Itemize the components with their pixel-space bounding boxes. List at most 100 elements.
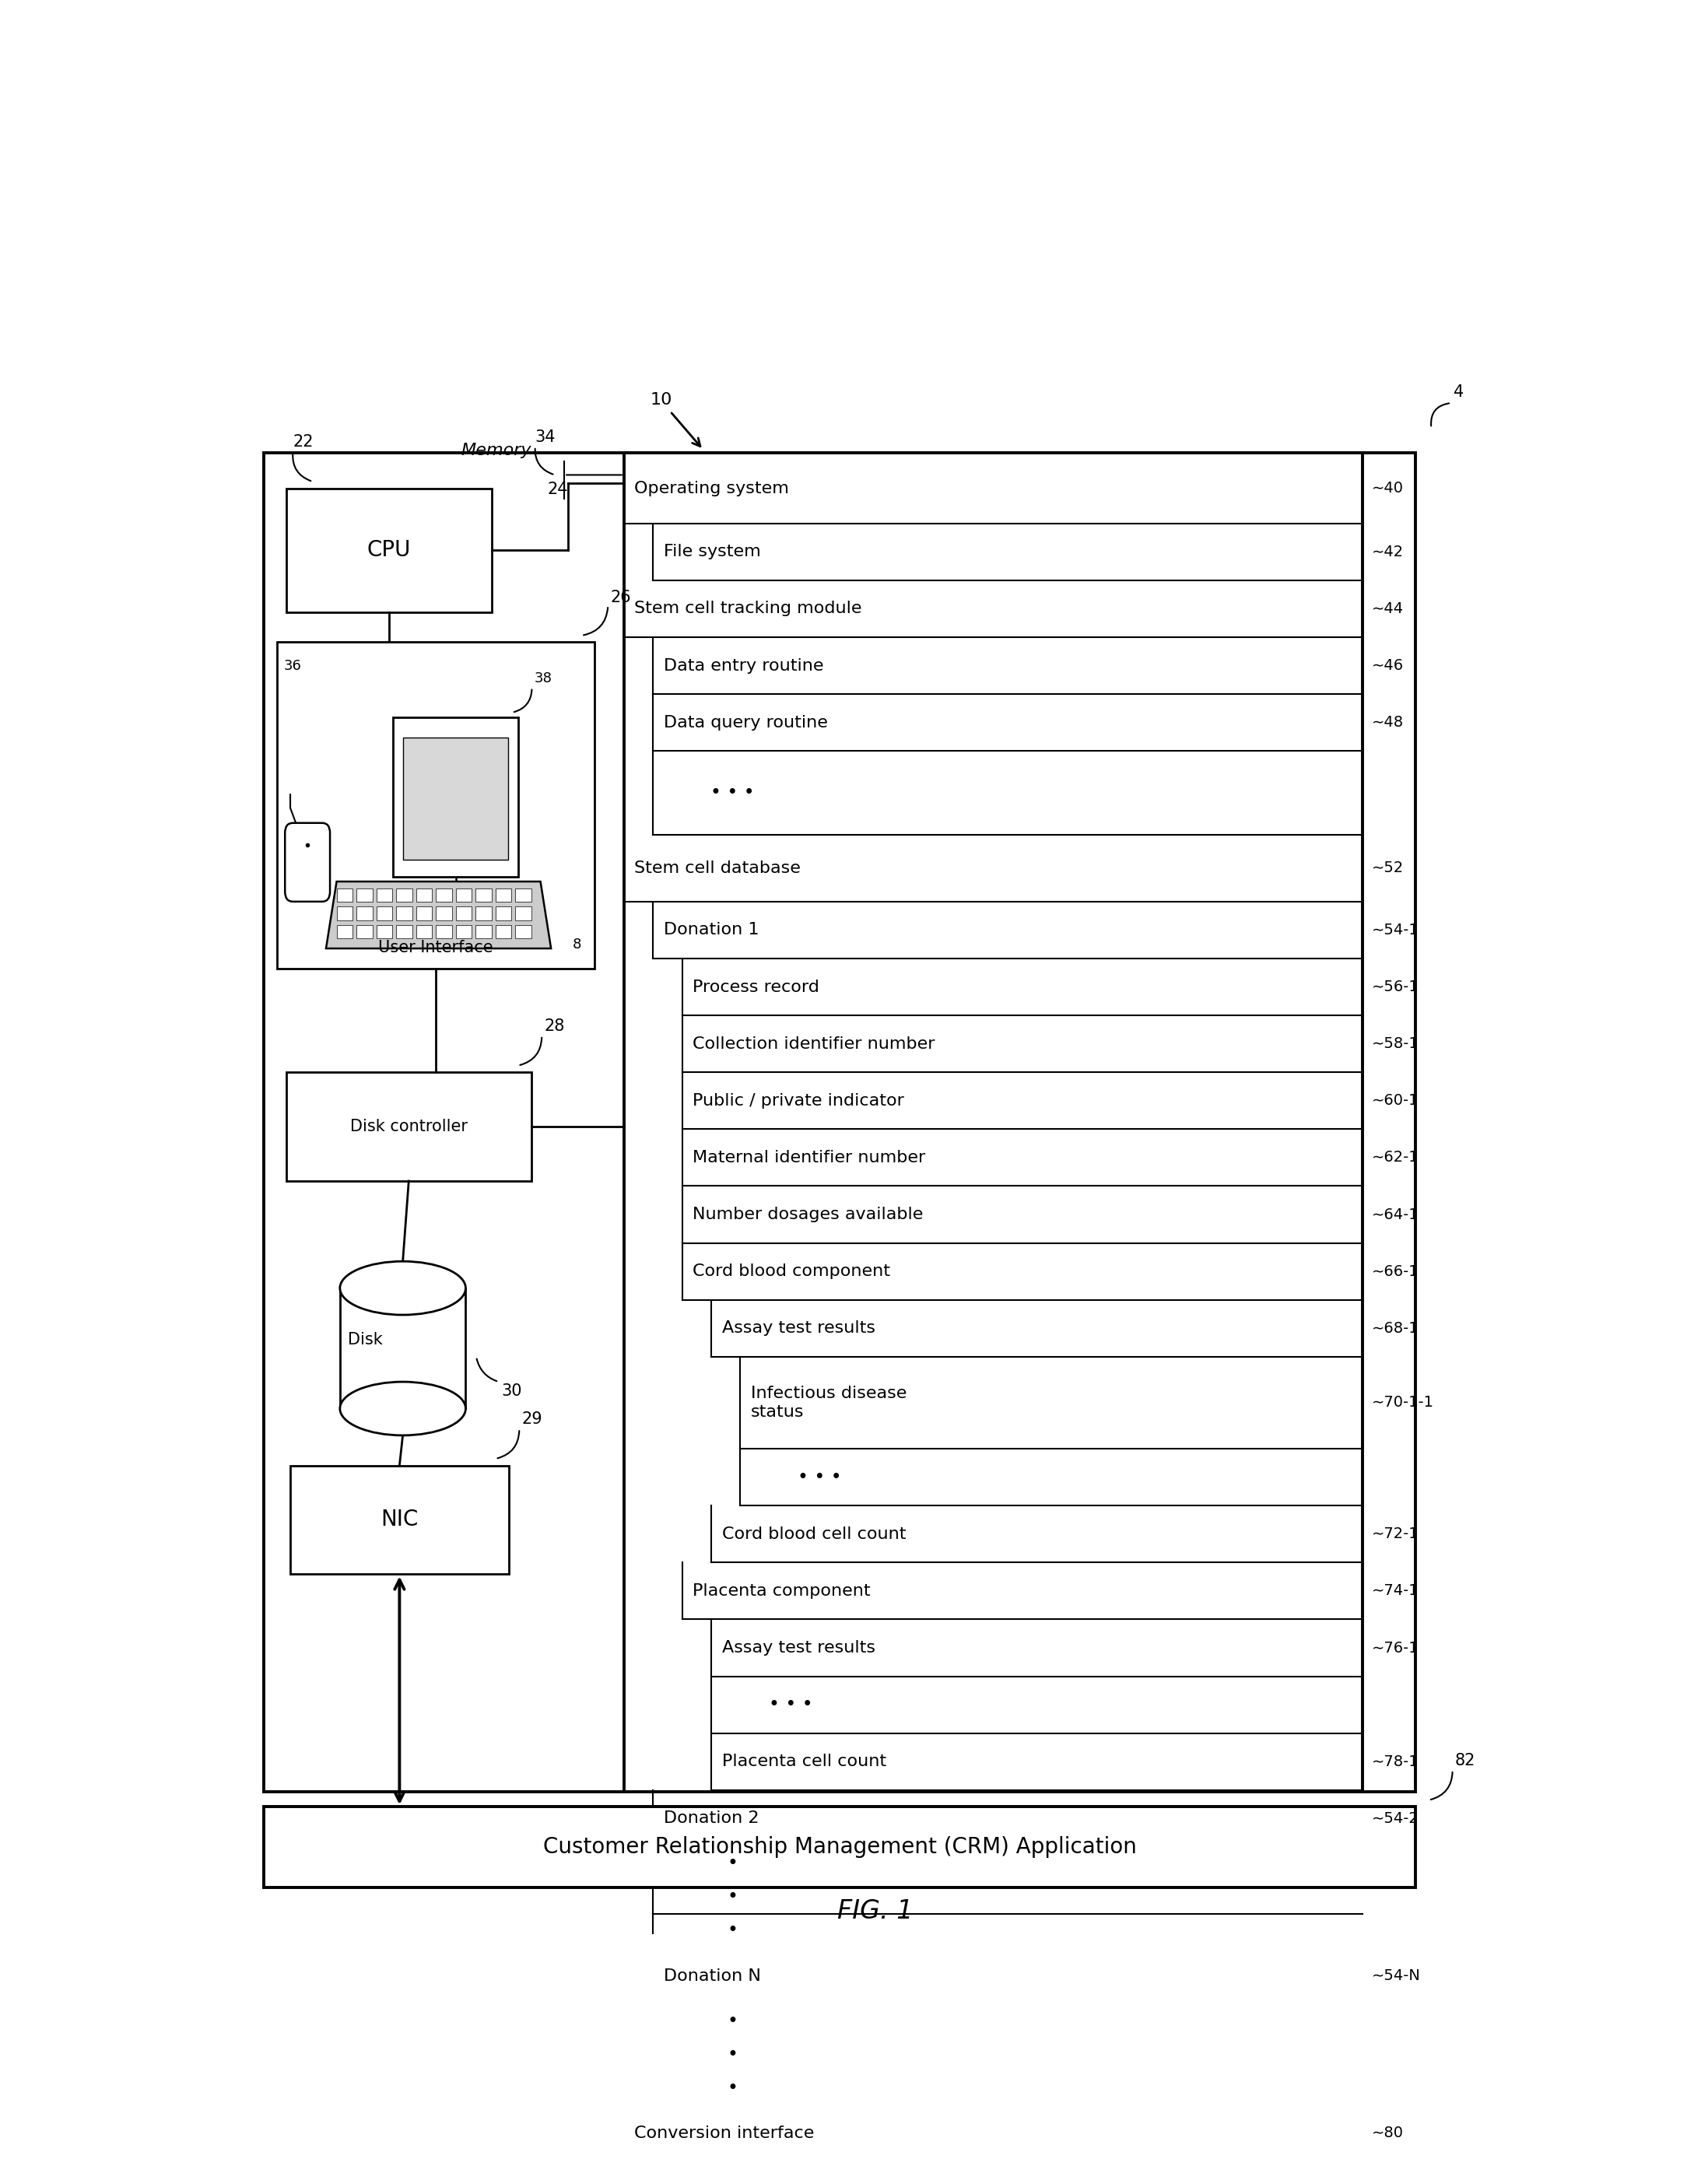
Text: •: •	[728, 2012, 738, 2030]
Text: User Interface: User Interface	[379, 939, 494, 956]
Text: 26: 26	[611, 589, 632, 606]
Text: ∼44: ∼44	[1372, 602, 1404, 617]
Bar	[417, 926, 432, 939]
Text: ∼62-1: ∼62-1	[1372, 1150, 1419, 1165]
Text: 38: 38	[535, 671, 552, 687]
Bar	[287, 1071, 531, 1182]
Bar	[456, 926, 471, 939]
Text: ∼60-1: ∼60-1	[1372, 1093, 1419, 1108]
Text: NIC: NIC	[381, 1508, 418, 1530]
Text: ∼66-1: ∼66-1	[1372, 1265, 1419, 1278]
Bar	[340, 1289, 466, 1408]
Polygon shape	[326, 882, 552, 947]
Text: ∼54-1: ∼54-1	[1372, 924, 1419, 937]
Bar	[376, 926, 393, 939]
Text: CPU: CPU	[367, 539, 412, 561]
Text: ∼48: ∼48	[1372, 715, 1404, 730]
Ellipse shape	[340, 1382, 466, 1436]
Bar	[336, 906, 352, 919]
Bar	[396, 906, 412, 919]
Bar	[287, 489, 492, 613]
Text: Operating system: Operating system	[634, 480, 789, 495]
Text: Disk: Disk	[348, 1332, 383, 1347]
Text: Stem cell database: Stem cell database	[634, 861, 801, 876]
Text: Donation N: Donation N	[664, 1969, 760, 1984]
Text: 36: 36	[284, 658, 301, 674]
Bar	[417, 906, 432, 919]
Text: ∼56-1: ∼56-1	[1372, 980, 1419, 995]
Ellipse shape	[340, 1260, 466, 1315]
Text: •: •	[728, 1888, 738, 1906]
Text: • • •: • • •	[798, 1467, 842, 1486]
Text: File system: File system	[664, 543, 760, 561]
Text: Public / private indicator: Public / private indicator	[693, 1093, 904, 1108]
Text: Stem cell tracking module: Stem cell tracking module	[634, 602, 863, 617]
Bar	[263, 454, 1416, 1793]
Text: ∼74-1: ∼74-1	[1372, 1584, 1419, 1599]
Bar	[376, 889, 393, 902]
Text: ∼76-1: ∼76-1	[1372, 1641, 1419, 1656]
Text: Donation 2: Donation 2	[664, 1810, 758, 1825]
Bar	[376, 906, 393, 919]
Text: 22: 22	[294, 435, 314, 450]
Text: Collection identifier number: Collection identifier number	[693, 1037, 934, 1052]
Bar	[475, 906, 492, 919]
Bar	[336, 889, 352, 902]
Text: ∼52: ∼52	[1372, 861, 1404, 876]
Bar	[495, 889, 511, 902]
Text: ∼70-1-1: ∼70-1-1	[1372, 1395, 1435, 1410]
Text: •: •	[728, 1921, 738, 1940]
FancyBboxPatch shape	[285, 824, 330, 902]
Text: ∼58-1: ∼58-1	[1372, 1037, 1419, 1052]
Text: ∼68-1: ∼68-1	[1372, 1321, 1419, 1336]
Bar	[336, 926, 352, 939]
Text: Disk controller: Disk controller	[350, 1119, 468, 1134]
Text: •: •	[728, 1854, 738, 1873]
Text: 29: 29	[523, 1412, 543, 1428]
Text: ∼78-1: ∼78-1	[1372, 1754, 1419, 1769]
Text: 10: 10	[651, 393, 673, 409]
Text: ∼64-1: ∼64-1	[1372, 1206, 1419, 1221]
Bar	[396, 926, 412, 939]
Text: Data query routine: Data query routine	[664, 715, 828, 730]
Text: 28: 28	[545, 1019, 565, 1034]
Bar	[436, 926, 451, 939]
Text: Number dosages available: Number dosages available	[693, 1206, 924, 1221]
Text: Assay test results: Assay test results	[722, 1641, 874, 1656]
Bar	[475, 926, 492, 939]
Bar	[393, 717, 519, 876]
Bar	[290, 1465, 509, 1573]
Text: Placenta cell count: Placenta cell count	[722, 1754, 886, 1769]
Bar	[436, 906, 451, 919]
Bar	[396, 889, 412, 902]
Text: Infectious disease
status: Infectious disease status	[752, 1386, 907, 1419]
Text: 24: 24	[547, 482, 567, 498]
Text: 30: 30	[502, 1384, 523, 1399]
Text: Memory: Memory	[461, 443, 531, 459]
Text: Conversion interface: Conversion interface	[634, 2125, 815, 2140]
Bar	[403, 737, 507, 861]
Text: ∼46: ∼46	[1372, 658, 1404, 674]
Text: 82: 82	[1455, 1754, 1476, 1769]
Text: ∼54-2: ∼54-2	[1372, 1810, 1419, 1825]
Bar	[475, 889, 492, 902]
Bar	[357, 889, 372, 902]
Bar	[357, 926, 372, 939]
Text: 34: 34	[535, 430, 555, 445]
Text: Process record: Process record	[693, 980, 820, 995]
Text: Placenta component: Placenta component	[693, 1584, 871, 1599]
Bar	[516, 906, 531, 919]
Text: ∼80: ∼80	[1372, 2125, 1404, 2140]
Text: • • •: • • •	[769, 1695, 813, 1714]
Bar	[456, 906, 471, 919]
Text: Data entry routine: Data entry routine	[664, 658, 823, 674]
Bar	[417, 889, 432, 902]
Text: FIG. 1: FIG. 1	[837, 1899, 914, 1923]
Bar	[495, 926, 511, 939]
Bar	[357, 906, 372, 919]
Text: •: •	[728, 2080, 738, 2097]
Text: • • •: • • •	[711, 784, 755, 802]
Text: Maternal identifier number: Maternal identifier number	[693, 1150, 926, 1165]
Bar	[516, 926, 531, 939]
Bar	[277, 643, 594, 969]
